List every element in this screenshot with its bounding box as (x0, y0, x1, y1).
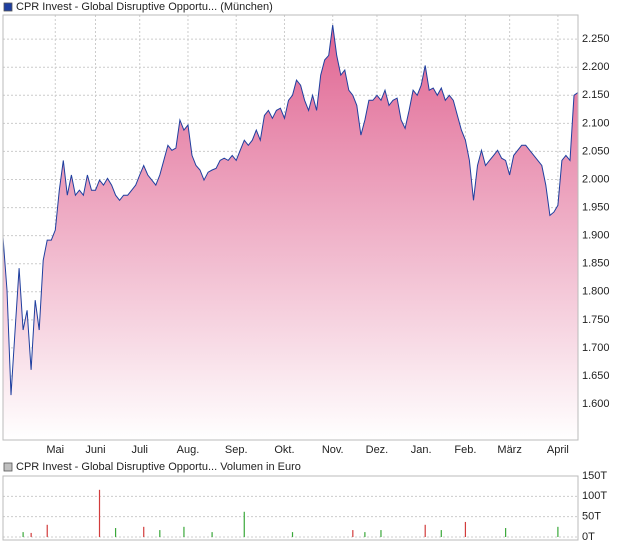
price-area (3, 25, 578, 440)
y-tick-label: 1.700 (582, 342, 610, 354)
x-tick-label: April (547, 444, 569, 456)
x-tick-label: Juni (85, 444, 105, 456)
legend-label: CPR Invest - Global Disruptive Opportu..… (16, 1, 273, 13)
y-tick-label: 100T (582, 490, 607, 502)
y-tick-label: 0T (582, 531, 595, 543)
x-tick-label: Sep. (225, 444, 248, 456)
plot-border (2, 475, 579, 541)
y-tick-label: 150T (582, 470, 607, 482)
y-tick-label: 1.750 (582, 314, 610, 326)
plot-border (2, 14, 579, 441)
y-tick-label: 2.000 (582, 173, 610, 185)
volume-bar (183, 526, 185, 537)
volume-bar (114, 528, 117, 537)
volume-bar (364, 532, 366, 537)
y-tick-label: 1.650 (582, 370, 610, 382)
x-tick-label: Mai (46, 444, 64, 456)
legend-swatch (3, 462, 13, 472)
volume-bar (557, 526, 559, 537)
y-tick-label: 1.800 (582, 286, 610, 298)
y-tick-label: 2.250 (582, 33, 610, 45)
x-tick-label: Juli (131, 444, 148, 456)
x-tick-label: Jan. (411, 444, 432, 456)
y-tick-label: 2.100 (582, 117, 610, 129)
plot-frame (2, 475, 579, 541)
volume-bar (211, 532, 213, 537)
legend-swatch (3, 2, 13, 12)
y-tick-label: 1.850 (582, 258, 610, 270)
volume-bar (143, 526, 145, 537)
x-tick-label: Feb. (454, 444, 476, 456)
volume-bar (352, 530, 354, 537)
y-tick-label: 1.900 (582, 230, 610, 242)
volume-bar (291, 532, 294, 537)
x-tick-label: Nov. (322, 444, 344, 456)
y-tick-label: 50T (582, 511, 601, 523)
volume-bar (424, 524, 426, 537)
volume-bar (243, 511, 245, 537)
volume-bar (440, 530, 442, 537)
volume-bar (464, 521, 467, 537)
volume-bar (505, 528, 507, 537)
volume-bar (46, 524, 48, 537)
legend-label: CPR Invest - Global Disruptive Opportu..… (16, 461, 301, 473)
volume-bar (98, 489, 101, 537)
x-tick-label: Okt. (274, 444, 294, 456)
volume-bar (159, 530, 161, 537)
volume-bar (380, 530, 382, 537)
x-tick-label: Aug. (177, 444, 200, 456)
price-line (2, 25, 579, 396)
volume-bar (30, 532, 32, 537)
y-tick-label: 2.150 (582, 89, 610, 101)
y-tick-label: 1.950 (582, 201, 610, 213)
y-tick-label: 2.050 (582, 145, 610, 157)
y-tick-label: 1.600 (582, 398, 610, 410)
x-tick-label: März (497, 444, 521, 456)
x-tick-label: Dez. (366, 444, 389, 456)
volume-bar (22, 532, 24, 537)
y-tick-label: 2.200 (582, 61, 610, 73)
